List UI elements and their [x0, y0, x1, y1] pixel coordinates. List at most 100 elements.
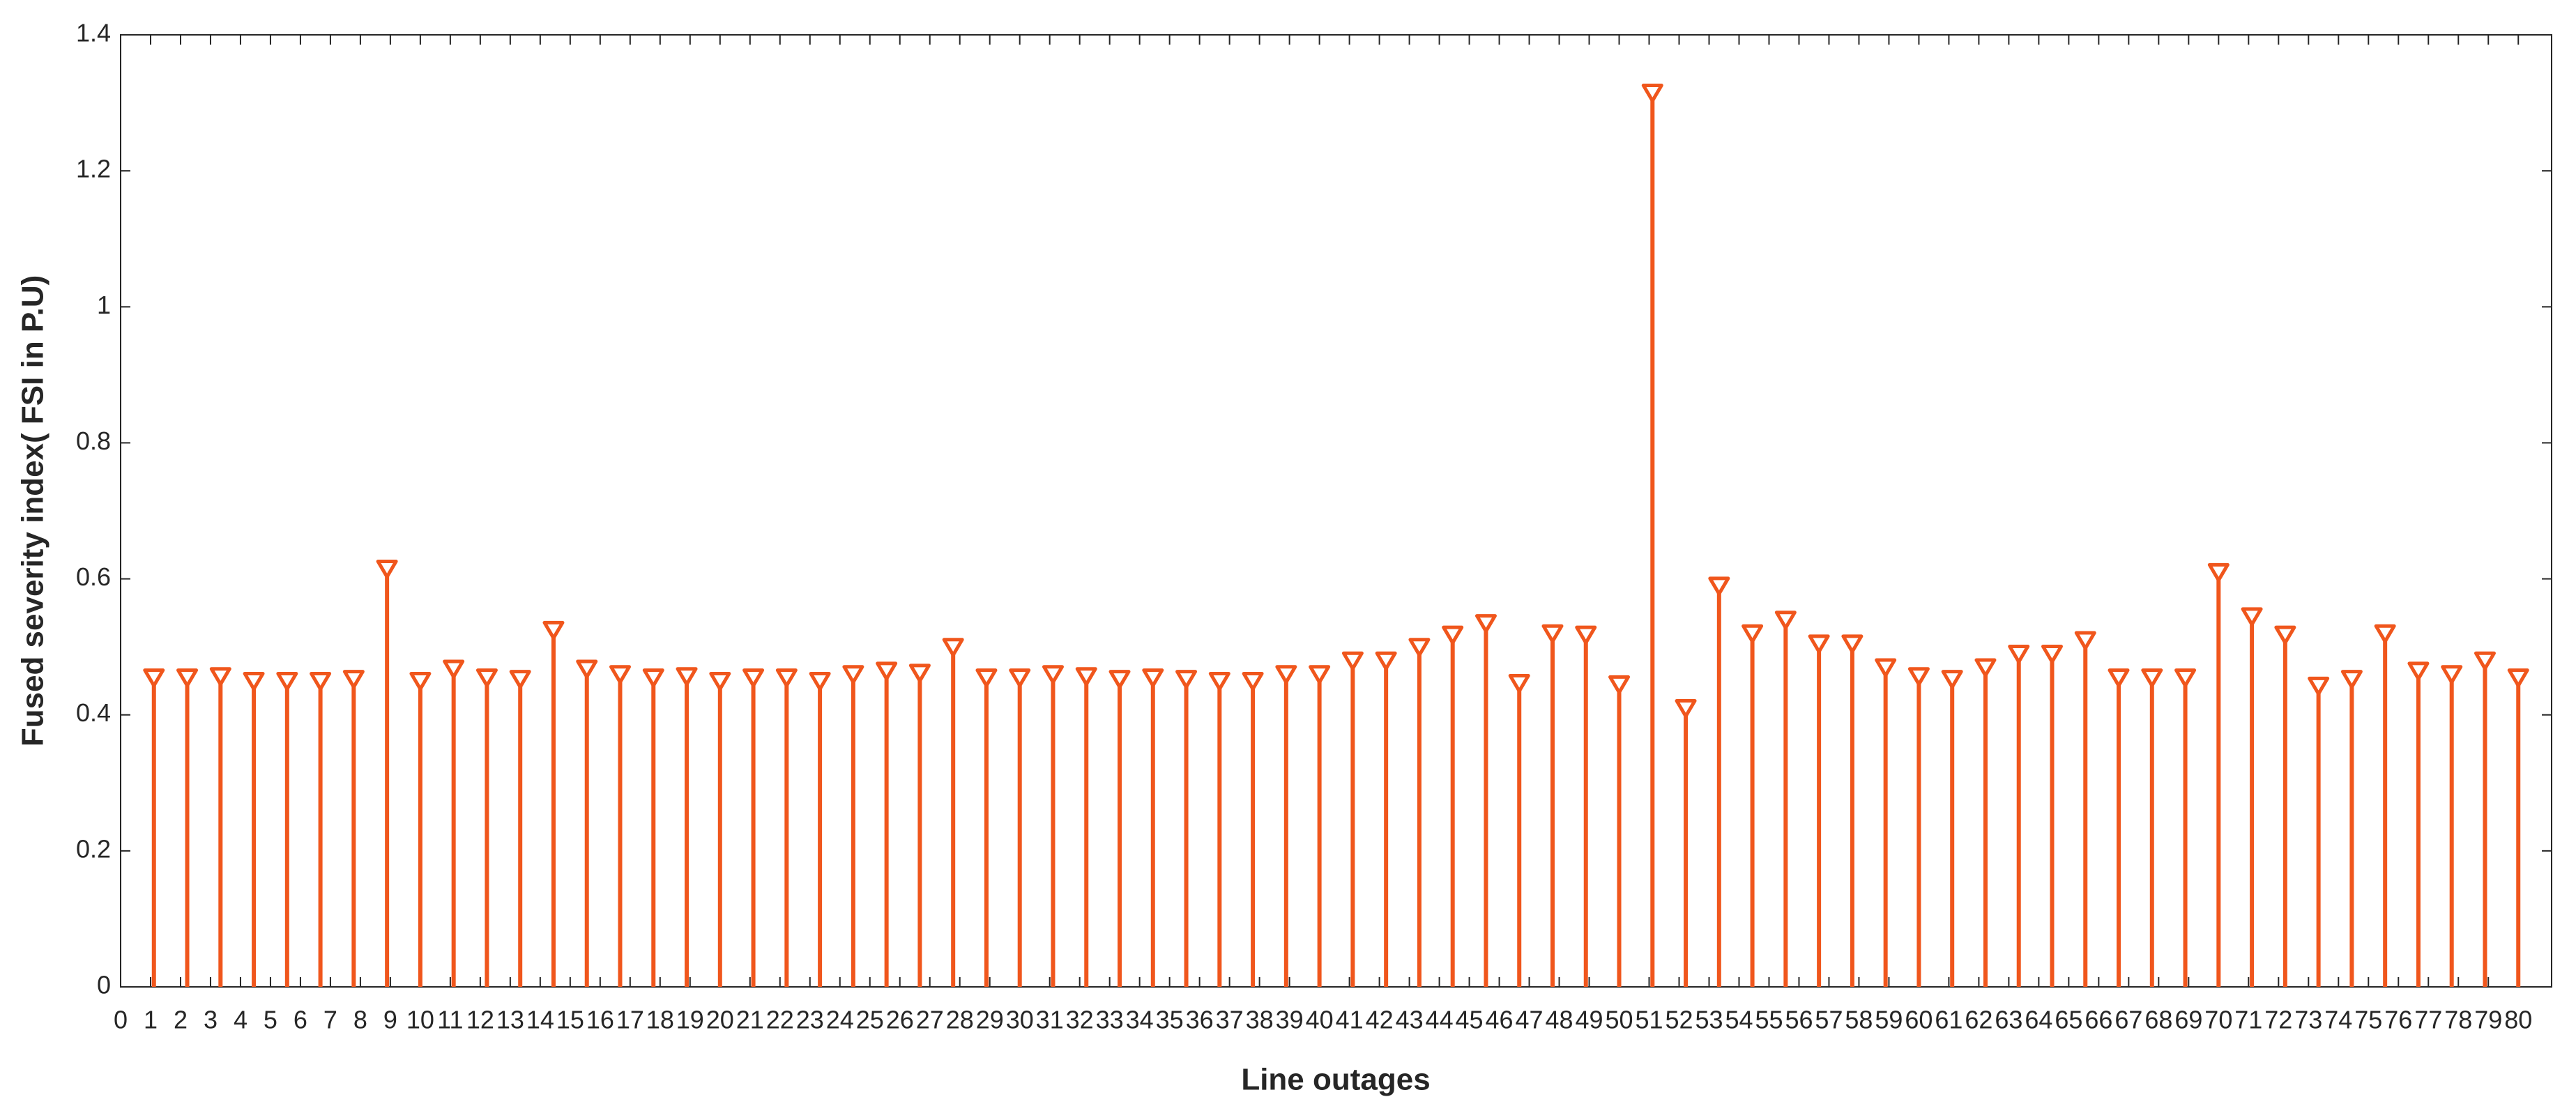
x-tick-label: 50 — [1605, 1006, 1633, 1034]
stem-marker — [2441, 665, 2463, 684]
stem-marker — [1042, 665, 1064, 684]
stem-marker — [1474, 614, 1497, 634]
x-tick-label: 4 — [234, 1006, 247, 1034]
stem-marker — [1708, 576, 1730, 596]
x-tick-label: 47 — [1516, 1006, 1544, 1034]
stem-marker — [1742, 624, 1764, 643]
stem-marker — [1242, 672, 1264, 691]
x-tick-label: 63 — [1995, 1006, 2022, 1034]
x-tick-label: 28 — [946, 1006, 974, 1034]
x-tick-label: 49 — [1576, 1006, 1603, 1034]
stem-marker — [1108, 670, 1131, 689]
stem-marker — [709, 672, 731, 691]
x-tick-label: 26 — [886, 1006, 914, 1034]
stem-marker — [475, 668, 498, 688]
x-tick-label: 23 — [796, 1006, 824, 1034]
stem-marker — [1608, 675, 1631, 695]
stem-marker — [1208, 672, 1230, 691]
x-tick-label: 27 — [916, 1006, 944, 1034]
stem-marker — [1309, 665, 1331, 684]
x-tick-label: 69 — [2174, 1006, 2202, 1034]
stem-marker — [1675, 699, 1697, 719]
stem-marker — [1442, 625, 1464, 645]
plot-frame — [120, 34, 2552, 988]
x-tick-label: 62 — [1965, 1006, 1992, 1034]
x-tick-label: 29 — [976, 1006, 1004, 1034]
x-axis-title: Line outages — [1241, 1063, 1430, 1097]
x-tick-label: 3 — [204, 1006, 218, 1034]
x-tick-label: 6 — [294, 1006, 307, 1034]
stem-marker — [1774, 611, 1797, 630]
stem-marker — [1541, 624, 1564, 643]
x-tick-label: 2 — [174, 1006, 188, 1034]
x-tick-label: 21 — [736, 1006, 764, 1034]
stem-marker — [775, 668, 798, 688]
x-tick-label: 35 — [1156, 1006, 1184, 1034]
stem-marker — [1907, 667, 1930, 686]
x-tick-label: 68 — [2144, 1006, 2172, 1034]
x-tick-label: 38 — [1246, 1006, 1274, 1034]
stem-marker — [809, 672, 831, 691]
stem-marker — [742, 668, 765, 688]
stem-marker — [176, 668, 199, 688]
stem-marker — [276, 672, 298, 691]
x-tick-label: 60 — [1905, 1006, 1933, 1034]
stem-marker — [2308, 676, 2330, 696]
stem-marker — [2407, 661, 2430, 681]
x-tick-label: 19 — [676, 1006, 704, 1034]
x-tick-label: 70 — [2204, 1006, 2232, 1034]
x-tick-label: 79 — [2474, 1006, 2502, 1034]
y-tick-label: 0.8 — [76, 427, 111, 455]
stem-marker — [509, 670, 531, 689]
x-tick-label: 73 — [2294, 1006, 2322, 1034]
stem-marker — [2074, 631, 2096, 650]
x-tick-label: 48 — [1546, 1006, 1573, 1034]
y-tick-label: 0 — [97, 971, 111, 999]
stem-marker — [908, 663, 931, 683]
x-tick-label: 44 — [1426, 1006, 1454, 1034]
stem-marker — [2008, 645, 2030, 664]
x-tick-label: 15 — [556, 1006, 584, 1034]
x-tick-label: 61 — [1935, 1006, 1963, 1034]
stem-marker — [1142, 668, 1164, 688]
x-tick-label: 10 — [406, 1006, 434, 1034]
x-tick-label: 0 — [114, 1006, 128, 1034]
y-tick-label: 1 — [97, 291, 111, 319]
y-tick-label: 0.2 — [76, 834, 111, 863]
x-tick-label: 9 — [383, 1006, 397, 1034]
stem-marker — [642, 668, 664, 688]
stem-marker — [1974, 658, 1997, 677]
x-tick-label: 1 — [144, 1006, 158, 1034]
stem-marker — [1075, 667, 1097, 686]
stem-marker — [576, 659, 598, 679]
stem-marker — [443, 659, 465, 679]
x-tick-label: 52 — [1665, 1006, 1693, 1034]
x-tick-label: 78 — [2444, 1006, 2472, 1034]
stem-marker — [1575, 625, 1597, 645]
stem-marker — [2474, 651, 2496, 670]
stem-marker — [2041, 645, 2063, 664]
stem-marker — [2374, 624, 2396, 643]
stem-marker — [310, 672, 332, 691]
x-tick-label: 43 — [1396, 1006, 1424, 1034]
x-tick-label: 14 — [526, 1006, 554, 1034]
stem-marker — [209, 667, 231, 686]
x-tick-label: 76 — [2384, 1006, 2412, 1034]
stem-marker — [2207, 562, 2230, 583]
y-tick-label: 0.4 — [76, 698, 111, 727]
stem-marker — [2340, 670, 2363, 689]
stem-marker — [1375, 651, 1397, 670]
x-tick-label: 18 — [646, 1006, 674, 1034]
y-tick-label: 0.6 — [76, 562, 111, 591]
stem-marker — [2274, 625, 2296, 645]
x-tick-label: 12 — [466, 1006, 494, 1034]
x-tick-label: 64 — [2025, 1006, 2052, 1034]
stem-marker — [842, 665, 864, 684]
x-tick-label: 42 — [1366, 1006, 1394, 1034]
stem-marker — [876, 661, 898, 681]
stem-marker — [2141, 668, 2163, 688]
x-tick-label: 30 — [1006, 1006, 1034, 1034]
x-tick-label: 8 — [353, 1006, 367, 1034]
